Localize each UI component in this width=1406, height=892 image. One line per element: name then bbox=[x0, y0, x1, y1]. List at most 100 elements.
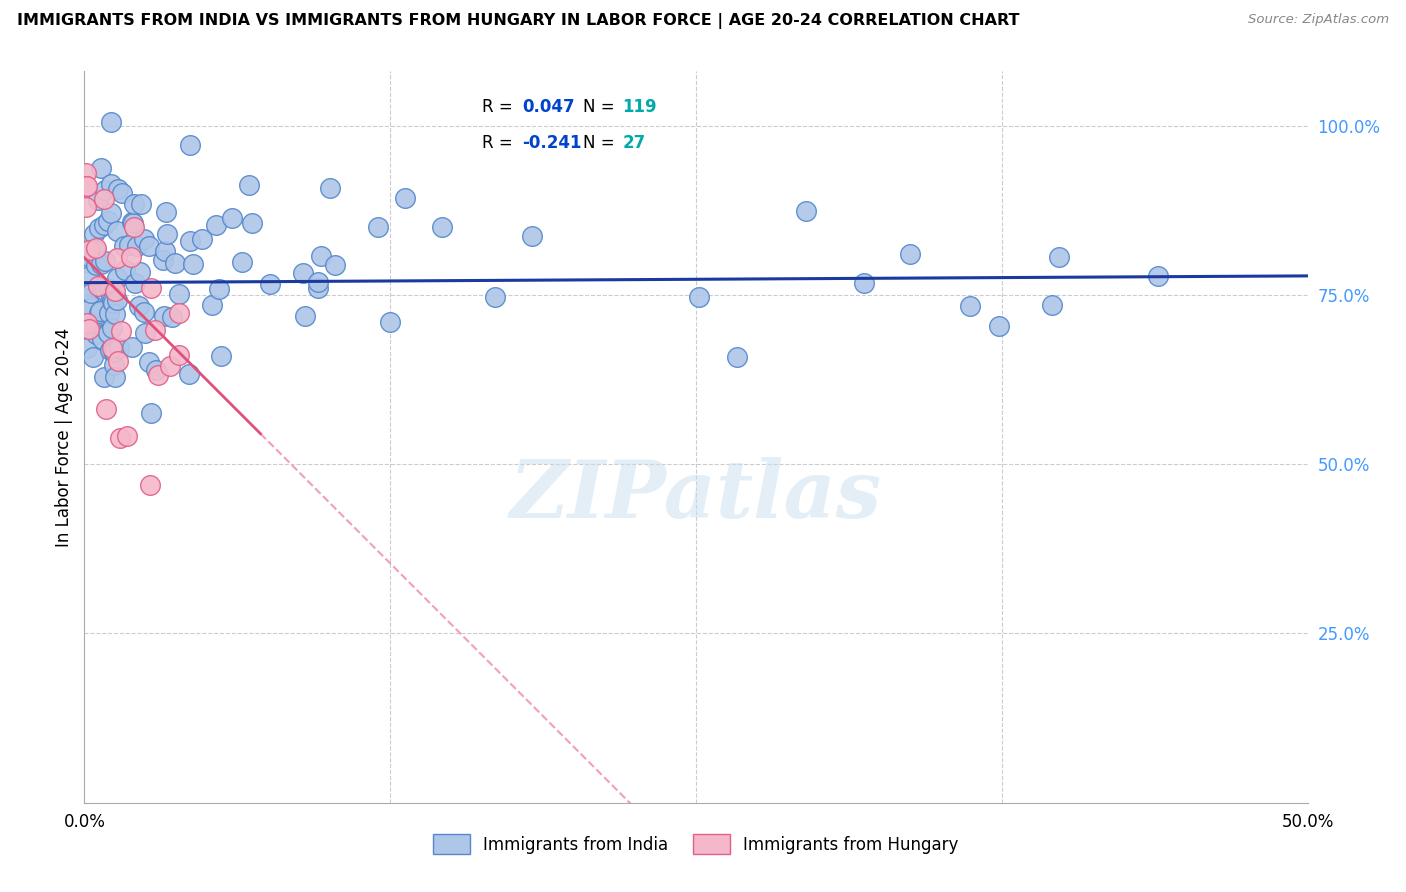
Point bbox=[898, 247, 921, 261]
Point bbox=[155, 244, 177, 259]
Text: N =: N = bbox=[583, 97, 620, 116]
Point bbox=[76, 249, 98, 263]
Point bbox=[205, 218, 228, 232]
Point bbox=[87, 221, 110, 235]
Point bbox=[853, 276, 876, 290]
Point bbox=[231, 255, 253, 269]
Point bbox=[105, 251, 128, 265]
Point bbox=[80, 286, 103, 301]
Point bbox=[79, 301, 101, 315]
Point bbox=[208, 282, 231, 296]
Text: N =: N = bbox=[583, 134, 620, 153]
Point bbox=[76, 298, 98, 312]
Point bbox=[77, 243, 100, 257]
Point bbox=[76, 179, 98, 194]
Point bbox=[122, 216, 145, 230]
Point bbox=[132, 304, 155, 318]
Point bbox=[1147, 268, 1170, 283]
Point bbox=[83, 227, 105, 242]
Y-axis label: In Labor Force | Age 20-24: In Labor Force | Age 20-24 bbox=[55, 327, 73, 547]
Point bbox=[108, 341, 131, 355]
Point bbox=[82, 350, 104, 364]
Point bbox=[105, 224, 128, 238]
Point bbox=[242, 216, 264, 230]
Point bbox=[484, 289, 506, 303]
Point bbox=[104, 370, 127, 384]
Point bbox=[143, 323, 166, 337]
Point bbox=[138, 355, 160, 369]
Point bbox=[1047, 251, 1070, 265]
Point bbox=[122, 219, 145, 234]
Point bbox=[84, 242, 107, 256]
Point bbox=[160, 310, 183, 325]
Point bbox=[90, 161, 112, 175]
Point bbox=[75, 200, 97, 214]
Point bbox=[725, 350, 748, 364]
Point bbox=[145, 363, 167, 377]
Point bbox=[238, 178, 260, 193]
Point bbox=[97, 325, 120, 339]
Point bbox=[103, 358, 125, 372]
Point bbox=[1040, 298, 1063, 312]
Point bbox=[100, 321, 122, 335]
Point bbox=[84, 258, 107, 272]
Point bbox=[100, 289, 122, 303]
Point bbox=[307, 275, 329, 289]
Point bbox=[108, 431, 131, 445]
Point bbox=[91, 283, 114, 297]
Point bbox=[101, 296, 124, 310]
Point bbox=[156, 227, 179, 242]
Point bbox=[209, 349, 232, 363]
Point bbox=[89, 303, 111, 318]
Point bbox=[89, 306, 111, 320]
Point bbox=[179, 137, 201, 152]
Point bbox=[141, 281, 163, 295]
Point bbox=[520, 228, 543, 243]
Point bbox=[111, 186, 134, 201]
Point bbox=[125, 239, 148, 253]
Point bbox=[100, 205, 122, 219]
Text: 27: 27 bbox=[623, 134, 645, 153]
Point bbox=[430, 220, 453, 235]
Text: IMMIGRANTS FROM INDIA VS IMMIGRANTS FROM HUNGARY IN LABOR FORCE | AGE 20-24 CORR: IMMIGRANTS FROM INDIA VS IMMIGRANTS FROM… bbox=[17, 13, 1019, 29]
Point bbox=[107, 182, 129, 196]
Point bbox=[75, 166, 97, 180]
Point bbox=[167, 348, 190, 362]
Point bbox=[167, 306, 190, 320]
Point bbox=[112, 239, 135, 253]
Point bbox=[101, 293, 124, 308]
Point bbox=[323, 258, 346, 272]
Point bbox=[100, 114, 122, 128]
Point bbox=[201, 298, 224, 312]
Point bbox=[94, 401, 117, 416]
Point bbox=[292, 266, 315, 280]
Point bbox=[120, 250, 142, 264]
Point bbox=[124, 196, 146, 211]
Point bbox=[380, 315, 402, 329]
Point bbox=[84, 243, 107, 257]
Point bbox=[181, 257, 204, 271]
Point bbox=[987, 318, 1010, 333]
Point bbox=[104, 285, 127, 299]
Point bbox=[114, 263, 136, 277]
Point bbox=[167, 287, 190, 301]
Text: ZIPatlas: ZIPatlas bbox=[510, 457, 882, 534]
Point bbox=[107, 353, 129, 368]
Point bbox=[153, 310, 176, 324]
Point bbox=[121, 340, 143, 354]
Point bbox=[138, 239, 160, 253]
Point bbox=[139, 406, 162, 420]
Point bbox=[94, 285, 117, 299]
Point bbox=[76, 341, 98, 355]
Point bbox=[87, 193, 110, 207]
Text: R =: R = bbox=[482, 97, 517, 116]
Point bbox=[129, 196, 152, 211]
Point bbox=[259, 277, 281, 291]
Point bbox=[294, 310, 316, 324]
Point bbox=[191, 232, 214, 246]
Point bbox=[93, 370, 115, 384]
Point bbox=[76, 291, 98, 305]
Point bbox=[139, 477, 162, 491]
Point bbox=[75, 179, 97, 194]
Point bbox=[105, 293, 128, 307]
